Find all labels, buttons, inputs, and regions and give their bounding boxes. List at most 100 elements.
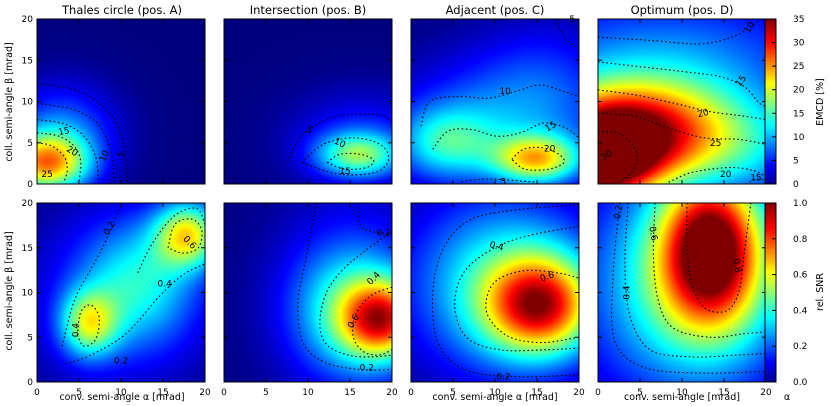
- emcd-panel-d-contour-1: [597, 112, 767, 145]
- colorbar-snr-ticks: 0.0 0.2 0.4 0.6 0.8 1.0: [772, 199, 808, 388]
- snr-panel-d-contour-label-2: 0.4: [623, 285, 633, 300]
- snr-panel-a-contour-label-2: 0.4: [72, 323, 82, 338]
- snr-panel-d: 0.8 0.6 0.4 0.2 0 5 10 15 20: [595, 202, 772, 398]
- snr-panel-b-contour-label-2: 0.2: [376, 229, 390, 239]
- emcd-panel-a-contour-1: [36, 132, 82, 183]
- emcd-panel-c-contour-label-4: 5: [501, 178, 507, 188]
- snr-panel-a-ytick-label-1: 5: [27, 333, 33, 343]
- snr-panel-b-contour-label-3: 0.2: [360, 364, 374, 374]
- emcd-panel-a-ytick-label-1: 5: [27, 139, 33, 149]
- emcd-panel-d-heatmap: [598, 19, 766, 184]
- panel-title-b: Intersection (pos. B): [250, 3, 367, 17]
- snr-panel-a-contour-label-1: 0.4: [158, 280, 173, 290]
- snr-panel-a-xtick-label-2: 10: [115, 388, 127, 398]
- snr-panel-c-xtick-label-4: 20: [573, 388, 585, 398]
- ylabel-bottom: coll. semi-angle β [mrad]: [4, 231, 15, 350]
- snr-panel-a-contour-1: [137, 207, 206, 274]
- colorbar-snr-tick-label-3: 0.6: [793, 271, 808, 281]
- emcd-panel-c-contour-3: [555, 18, 580, 50]
- colorbar-snr-tick-label-4: 0.8: [793, 235, 808, 245]
- snr-panel-b-contour-3: [297, 202, 393, 371]
- emcd-panel-a-ytick-label-0: 0: [27, 180, 33, 190]
- snr-panel-b-xtick-label-2: 10: [302, 388, 314, 398]
- snr-panel-a-xtick-label-3: 15: [157, 388, 168, 398]
- emcd-panel-c-contour-label-1: 15: [543, 120, 558, 134]
- snr-panel-d-xtick-label-1: 5: [637, 388, 643, 398]
- emcd-panel-a-contour-label-3: 10: [98, 149, 112, 164]
- emcd-panel-a-contour-4: [36, 82, 129, 183]
- snr-panel-b-contour-1: [319, 231, 393, 358]
- snr-panel-c-contour-label-0: 0.6: [539, 270, 556, 284]
- colorbar-snr-gradient: [764, 202, 777, 383]
- stray-alpha-label: α: [784, 392, 790, 403]
- emcd-panel-d-contour-label-6: 15: [750, 173, 761, 183]
- xlabel-a: conv. semi-angle α [mrad]: [59, 392, 184, 403]
- snr-panel-a-contour-3: [61, 202, 124, 347]
- snr-panel-d-xtick-label-0: 0: [595, 388, 601, 398]
- colorbar-emcd-tick-label-4: 20: [793, 86, 805, 96]
- snr-panel-b-xtick-label-3: 15: [344, 388, 355, 398]
- snr-panel-b-xtick-label-1: 5: [263, 388, 269, 398]
- colorbar-snr-tick-label-2: 0.4: [793, 306, 808, 316]
- colorbar-snr-tick-label-0: 0.0: [793, 378, 808, 388]
- emcd-panel-a-ytick-label-4: 20: [22, 15, 34, 25]
- colorbar-snr-label: rel. SNR: [815, 273, 826, 311]
- emcd-panel-c-contour-0: [511, 146, 565, 171]
- emcd-panel-c-contour-label-0: 20: [544, 145, 556, 155]
- emcd-panel-d-contour-5: [668, 166, 767, 183]
- snr-panel-d-contour-1: [652, 202, 765, 338]
- emcd-panel-d-contour-label-1: 25: [710, 139, 721, 149]
- snr-panel-d-contour-3: [611, 202, 767, 374]
- colorbar-emcd-tick-label-6: 30: [793, 39, 805, 49]
- snr-panel-d-contour-label-3: 0.2: [613, 204, 625, 220]
- emcd-panel-c-contour-label-3: 5: [569, 15, 575, 25]
- snr-panel-a-ytick-label-0: 0: [27, 378, 33, 388]
- emcd-panel-b-heatmap: [224, 19, 392, 184]
- snr-panel-a-heatmap: [37, 203, 205, 382]
- snr-panel-c-xtick-label-1: 5: [450, 388, 456, 398]
- emcd-panel-c-heatmap: [411, 19, 579, 184]
- snr-panel-d-xtick-label-2: 10: [676, 388, 688, 398]
- panel-title-a: Thales circle (pos. A): [61, 3, 182, 17]
- snr-panel-a-contour-2: [76, 304, 100, 347]
- snr-panel-a-xtick-label-0: 0: [34, 388, 40, 398]
- xlabel-c: conv. semi-angle α [mrad]: [432, 392, 557, 403]
- snr-panel-b-contour-2: [357, 202, 393, 234]
- snr-panel-a-contour-0: [167, 218, 203, 254]
- panel-title-c: Adjacent (pos. C): [446, 3, 545, 17]
- colorbar-emcd-label: EMCD [%]: [815, 78, 826, 126]
- emcd-panel-b-contour-2: [287, 113, 393, 162]
- colorbar-emcd-ticks: 0 5 10 15 20 25 30 35: [772, 15, 805, 190]
- snr-panel-a-ytick-label-2: 10: [22, 289, 34, 299]
- snr-panel-c-heatmap: [411, 203, 579, 382]
- snr-panel-c-contour-2: [431, 204, 580, 378]
- emcd-panel-a-ytick-label-2: 10: [22, 98, 34, 108]
- emcd-panel-c-contour-1: [432, 122, 580, 150]
- snr-panel-d-contour-label-1: 0.6: [646, 226, 658, 242]
- snr-panel-c-contour-label-1: 0.4: [488, 240, 505, 253]
- emcd-panel-d-contour-label-5: 20: [720, 170, 732, 180]
- snr-panel-a-contour-label-4: 0.2: [114, 357, 128, 367]
- snr-panel-a-contour-4: [65, 263, 206, 365]
- colorbar-emcd-tick-label-3: 15: [793, 109, 804, 119]
- colorbar-emcd-tick-label-0: 0: [793, 180, 799, 190]
- emcd-panel-a-contour-label-4: 5: [116, 150, 127, 159]
- snr-panel-c-contour-1: [454, 225, 580, 352]
- colorbar-emcd-tick-label-5: 25: [793, 62, 804, 72]
- emcd-panel-b-contour-label-2: 5: [304, 125, 314, 137]
- snr-panel-d-xtick-label-4: 20: [760, 388, 772, 398]
- emcd-panel-a-contour-label-0: 25: [41, 170, 52, 180]
- emcd-panel-d-contour-label-2: 20: [696, 108, 710, 121]
- emcd-panel-a-heatmap: [37, 19, 205, 184]
- snr-panel-a-ytick-label-4: 20: [22, 199, 34, 209]
- xlabel-d: conv. semi-angle [mrad]: [624, 392, 740, 403]
- colorbar-emcd-tick-label-1: 5: [793, 156, 799, 166]
- ylabel-top: coll. semi-angle β [mrad]: [4, 42, 15, 161]
- colorbar-snr-tick-label-1: 0.2: [793, 342, 807, 352]
- emcd-panel-b-contour-label-0: 15: [339, 167, 350, 177]
